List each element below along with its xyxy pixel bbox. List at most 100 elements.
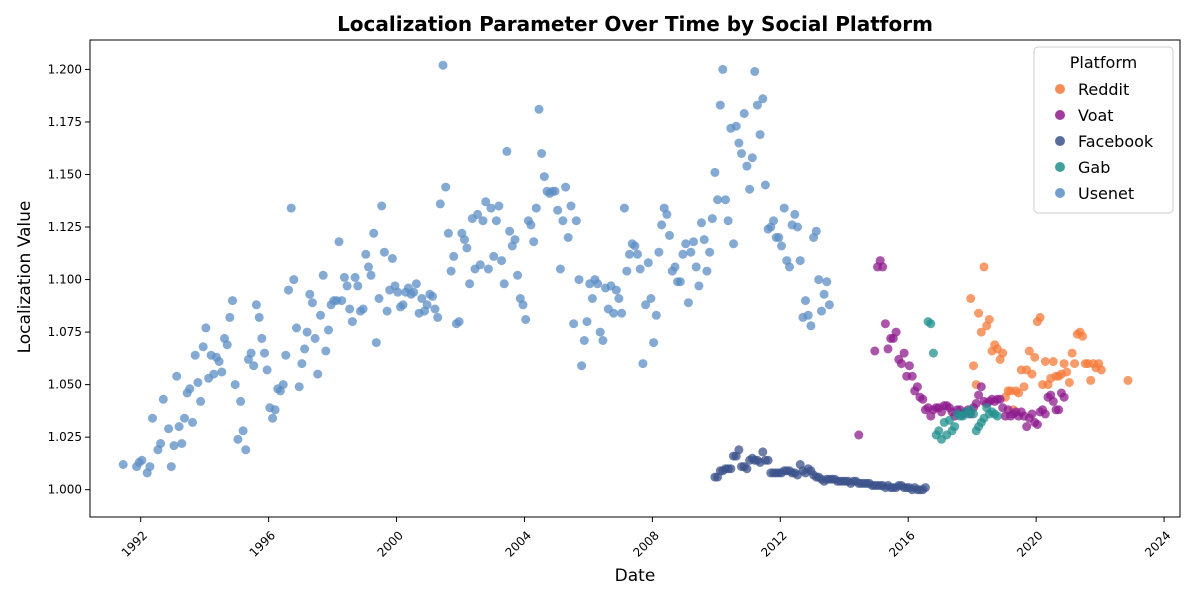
data-point: Usenet: 1994-04-15, 1.055 — [209, 369, 219, 379]
data-point: Usenet: 1997-02-15, 1.067 — [300, 344, 310, 354]
data-point: Usenet: 2001-06-15, 1.202 — [438, 60, 448, 70]
data-point: Usenet: 2009-08-15, 1.119 — [699, 235, 709, 245]
data-point: Usenet: 1994-10-15, 1.082 — [225, 312, 235, 322]
data-point: Usenet: 1993-10-15, 1.051 — [193, 378, 203, 387]
data-point: Reddit: 2019-12-15, 1.063 — [1030, 352, 1040, 362]
legend-marker — [1055, 110, 1065, 120]
data-point: Usenet: 2000-12-15, 1.088 — [422, 300, 432, 310]
data-point: Gab: 2016-09-15, 1.079 — [926, 319, 936, 329]
data-point: Usenet: 2006-06-15, 1.071 — [598, 336, 608, 345]
data-point: Usenet: 1993-02-15, 1.054 — [172, 371, 182, 381]
legend-label: Facebook — [1078, 132, 1154, 151]
data-point: Usenet: 2002-03-15, 1.115 — [462, 243, 472, 253]
data-point: Usenet: 1998-08-15, 1.08 — [347, 317, 357, 327]
data-point: Usenet: 2008-06-15, 1.131 — [662, 209, 672, 219]
legend-label: Usenet — [1078, 184, 1134, 203]
data-point: Usenet: 1999-07-15, 1.135 — [377, 201, 387, 211]
data-point: Reddit: 2019-08-15, 1.049 — [1019, 382, 1029, 392]
data-point: Gab: 2018-10-15, 1.035 — [992, 411, 1002, 421]
chart-title: Localization Parameter Over Time by Soci… — [337, 12, 933, 36]
data-point: Reddit: 2020-04-15, 1.061 — [1040, 357, 1050, 366]
data-point: Usenet: 2012-01-15, 1.116 — [777, 241, 786, 251]
data-point: Usenet: 1993-05-15, 1.034 — [180, 413, 189, 423]
data-point: Usenet: 2011-06-15, 1.186 — [758, 94, 768, 104]
data-point: Usenet: 2011-03-15, 1.199 — [750, 67, 760, 76]
data-point: Reddit: 2018-03-15, 1.084 — [974, 308, 984, 318]
data-point: Reddit: 2020-12-15, 1.056 — [1062, 367, 1072, 377]
data-point: Voat: 2020-09-15, 1.038 — [1054, 405, 1064, 415]
data-point: Facebook: 2010-09-15, 1.019 — [734, 445, 744, 455]
data-point: Usenet: 1996-08-15, 1.095 — [284, 285, 293, 295]
data-point: Usenet: 2009-05-15, 1.106 — [691, 262, 701, 272]
data-point: Usenet: 2010-02-15, 1.183 — [715, 100, 725, 110]
data-point: Voat: 2015-04-15, 1.079 — [880, 319, 890, 329]
data-point: Reddit: 2022-11-15, 1.052 — [1123, 375, 1133, 385]
data-point: Usenet: 1995-11-15, 1.065 — [260, 348, 269, 358]
data-point: Usenet: 2007-12-15, 1.091 — [646, 294, 656, 303]
data-point: Reddit: 2019-11-15, 1.055 — [1027, 369, 1037, 379]
data-point: Reddit: 2019-06-15, 1.046 — [1014, 388, 1024, 398]
data-point: Usenet: 2004-06-15, 1.181 — [534, 104, 544, 114]
series-usenet: Usenet: 1991-06-15, 1.012Usenet: 1991-11… — [118, 60, 834, 478]
data-point: Usenet: 2013-05-15, 1.093 — [819, 289, 829, 299]
data-point: Usenet: 1998-07-15, 1.086 — [345, 304, 355, 314]
data-point: Usenet: 1997-07-15, 1.055 — [313, 369, 323, 379]
data-point: Usenet: 2002-04-15, 1.098 — [465, 279, 475, 289]
x-tick-label: 1996 — [247, 528, 278, 559]
data-point: Usenet: 2005-04-15, 1.144 — [561, 182, 571, 192]
x-axis-label: Date — [615, 566, 656, 586]
data-point: Usenet: 1996-12-15, 1.049 — [294, 382, 304, 392]
data-point: Voat: 2015-05-15, 1.067 — [883, 344, 893, 354]
data-point: Usenet: 2010-08-15, 1.173 — [731, 121, 741, 131]
data-point: Usenet: 2009-02-15, 1.089 — [683, 298, 693, 308]
data-point: Usenet: 2000-07-15, 1.094 — [409, 287, 419, 297]
data-point: Usenet: 1995-02-15, 1.042 — [236, 396, 246, 406]
data-point: Usenet: 2012-12-15, 1.078 — [806, 321, 816, 331]
data-point: Usenet: 2001-03-15, 1.086 — [430, 304, 440, 314]
data-point: Usenet: 2012-07-15, 1.125 — [793, 222, 802, 232]
y-axis-ticks: 1.000 1.025 1.050 1.075 1.100 1.125 1.150 1.175… — [48, 62, 90, 497]
data-point: Usenet: 2012-02-15, 1.134 — [779, 203, 789, 213]
data-point: Usenet: 1996-09-15, 1.134 — [286, 203, 296, 213]
data-point: Usenet: 2005-12-15, 1.08 — [582, 317, 592, 327]
y-tick-label: 1.100 — [48, 273, 82, 287]
data-point: Usenet: 1999-01-15, 1.112 — [361, 249, 371, 259]
data-point: Usenet: 2003-09-15, 1.119 — [510, 235, 520, 245]
data-point: Usenet: 2006-10-15, 1.084 — [609, 308, 619, 318]
data-point: Voat: 2020-01-15, 1.031 — [1032, 420, 1042, 429]
data-point: Usenet: 1993-09-15, 1.064 — [190, 350, 200, 360]
data-point: Usenet: 2004-01-15, 1.081 — [521, 315, 531, 324]
legend-marker — [1055, 84, 1065, 94]
data-point: Usenet: 2001-05-15, 1.136 — [435, 199, 445, 209]
data-point: Usenet: 2005-05-15, 1.12 — [563, 233, 573, 242]
data-point: Usenet: 1995-06-15, 1.065 — [246, 348, 256, 358]
legend-label: Gab — [1078, 158, 1110, 177]
data-point: Usenet: 2002-07-15, 1.131 — [473, 209, 483, 219]
data-point: Usenet: 1996-11-15, 1.077 — [292, 323, 301, 333]
data-point: Usenet: 2009-07-15, 1.127 — [697, 218, 706, 228]
y-tick-label: 1.000 — [48, 483, 82, 497]
data-point: Usenet: 2002-11-15, 1.105 — [483, 264, 493, 274]
data-point: Usenet: 2003-12-15, 1.088 — [518, 300, 528, 310]
data-point: Usenet: 1997-11-15, 1.076 — [324, 325, 333, 335]
data-point: Usenet: 1999-05-15, 1.07 — [371, 338, 381, 348]
data-point: Usenet: 1995-12-15, 1.057 — [262, 365, 272, 375]
y-tick-label: 1.025 — [48, 430, 82, 444]
data-point: Usenet: 2009-06-15, 1.097 — [694, 281, 704, 291]
data-point: Usenet: 1994-01-15, 1.077 — [201, 323, 211, 333]
data-point: Usenet: 1995-08-15, 1.088 — [251, 300, 261, 310]
data-point: Facebook: 2011-08-15, 1.014 — [763, 455, 773, 465]
data-point: Usenet: 2009-09-15, 1.104 — [702, 266, 712, 276]
data-point: Usenet: 2012-11-15, 1.083 — [803, 310, 813, 320]
x-tick-label: 2004 — [502, 528, 533, 559]
data-point: Reddit: 2018-04-15, 1.075 — [976, 327, 986, 337]
data-point: Usenet: 1992-09-15, 1.043 — [158, 394, 168, 404]
data-point: Usenet: 2009-01-15, 1.117 — [681, 239, 691, 249]
data-point: Usenet: 1998-03-15, 1.118 — [334, 237, 344, 247]
data-point: Usenet: 2010-05-15, 1.128 — [723, 216, 733, 226]
y-tick-label: 1.075 — [48, 325, 82, 339]
data-point: Usenet: 2003-10-15, 1.102 — [513, 270, 523, 280]
data-point: Usenet: 1992-01-15, 1.014 — [137, 455, 147, 465]
data-point: Voat: 2015-10-15, 1.06 — [896, 359, 906, 369]
data-point: Usenet: 1993-11-15, 1.042 — [196, 396, 206, 406]
